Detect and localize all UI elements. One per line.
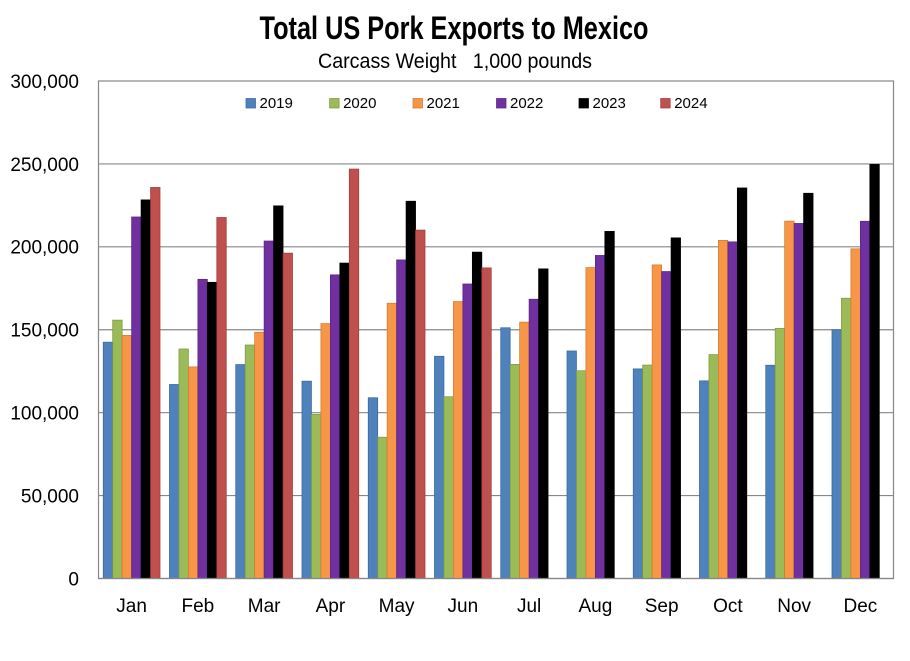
- svg-text:2023: 2023: [593, 95, 626, 112]
- svg-text:2024: 2024: [674, 95, 707, 112]
- svg-text:250,000: 250,000: [10, 155, 79, 176]
- svg-text:100,000: 100,000: [10, 404, 79, 425]
- svg-text:50,000: 50,000: [21, 486, 79, 507]
- svg-text:Jun: Jun: [448, 596, 479, 617]
- svg-text:Jan: Jan: [116, 596, 147, 617]
- svg-text:300,000: 300,000: [10, 72, 79, 93]
- svg-text:Dec: Dec: [843, 596, 877, 617]
- svg-text:150,000: 150,000: [10, 321, 79, 342]
- svg-text:Sep: Sep: [645, 596, 679, 617]
- svg-text:0: 0: [68, 569, 79, 590]
- svg-text:Nov: Nov: [777, 596, 811, 617]
- svg-text:Feb: Feb: [182, 596, 215, 617]
- svg-text:Carcass Weight 1,000 pounds: Carcass Weight 1,000 pounds: [318, 50, 592, 73]
- svg-text:200,000: 200,000: [10, 238, 79, 259]
- svg-text:2019: 2019: [260, 95, 293, 112]
- svg-text:Aug: Aug: [578, 596, 612, 617]
- svg-text:2022: 2022: [510, 95, 543, 112]
- svg-text:Apr: Apr: [316, 596, 346, 617]
- svg-text:Jul: Jul: [517, 596, 541, 617]
- svg-text:2021: 2021: [427, 95, 460, 112]
- svg-text:Mar: Mar: [248, 596, 281, 617]
- svg-text:2020: 2020: [343, 95, 376, 112]
- svg-text:Oct: Oct: [713, 596, 743, 617]
- svg-text:Total US Pork Exports to Mexic: Total US Pork Exports to Mexico: [260, 10, 649, 46]
- svg-text:May: May: [379, 596, 415, 617]
